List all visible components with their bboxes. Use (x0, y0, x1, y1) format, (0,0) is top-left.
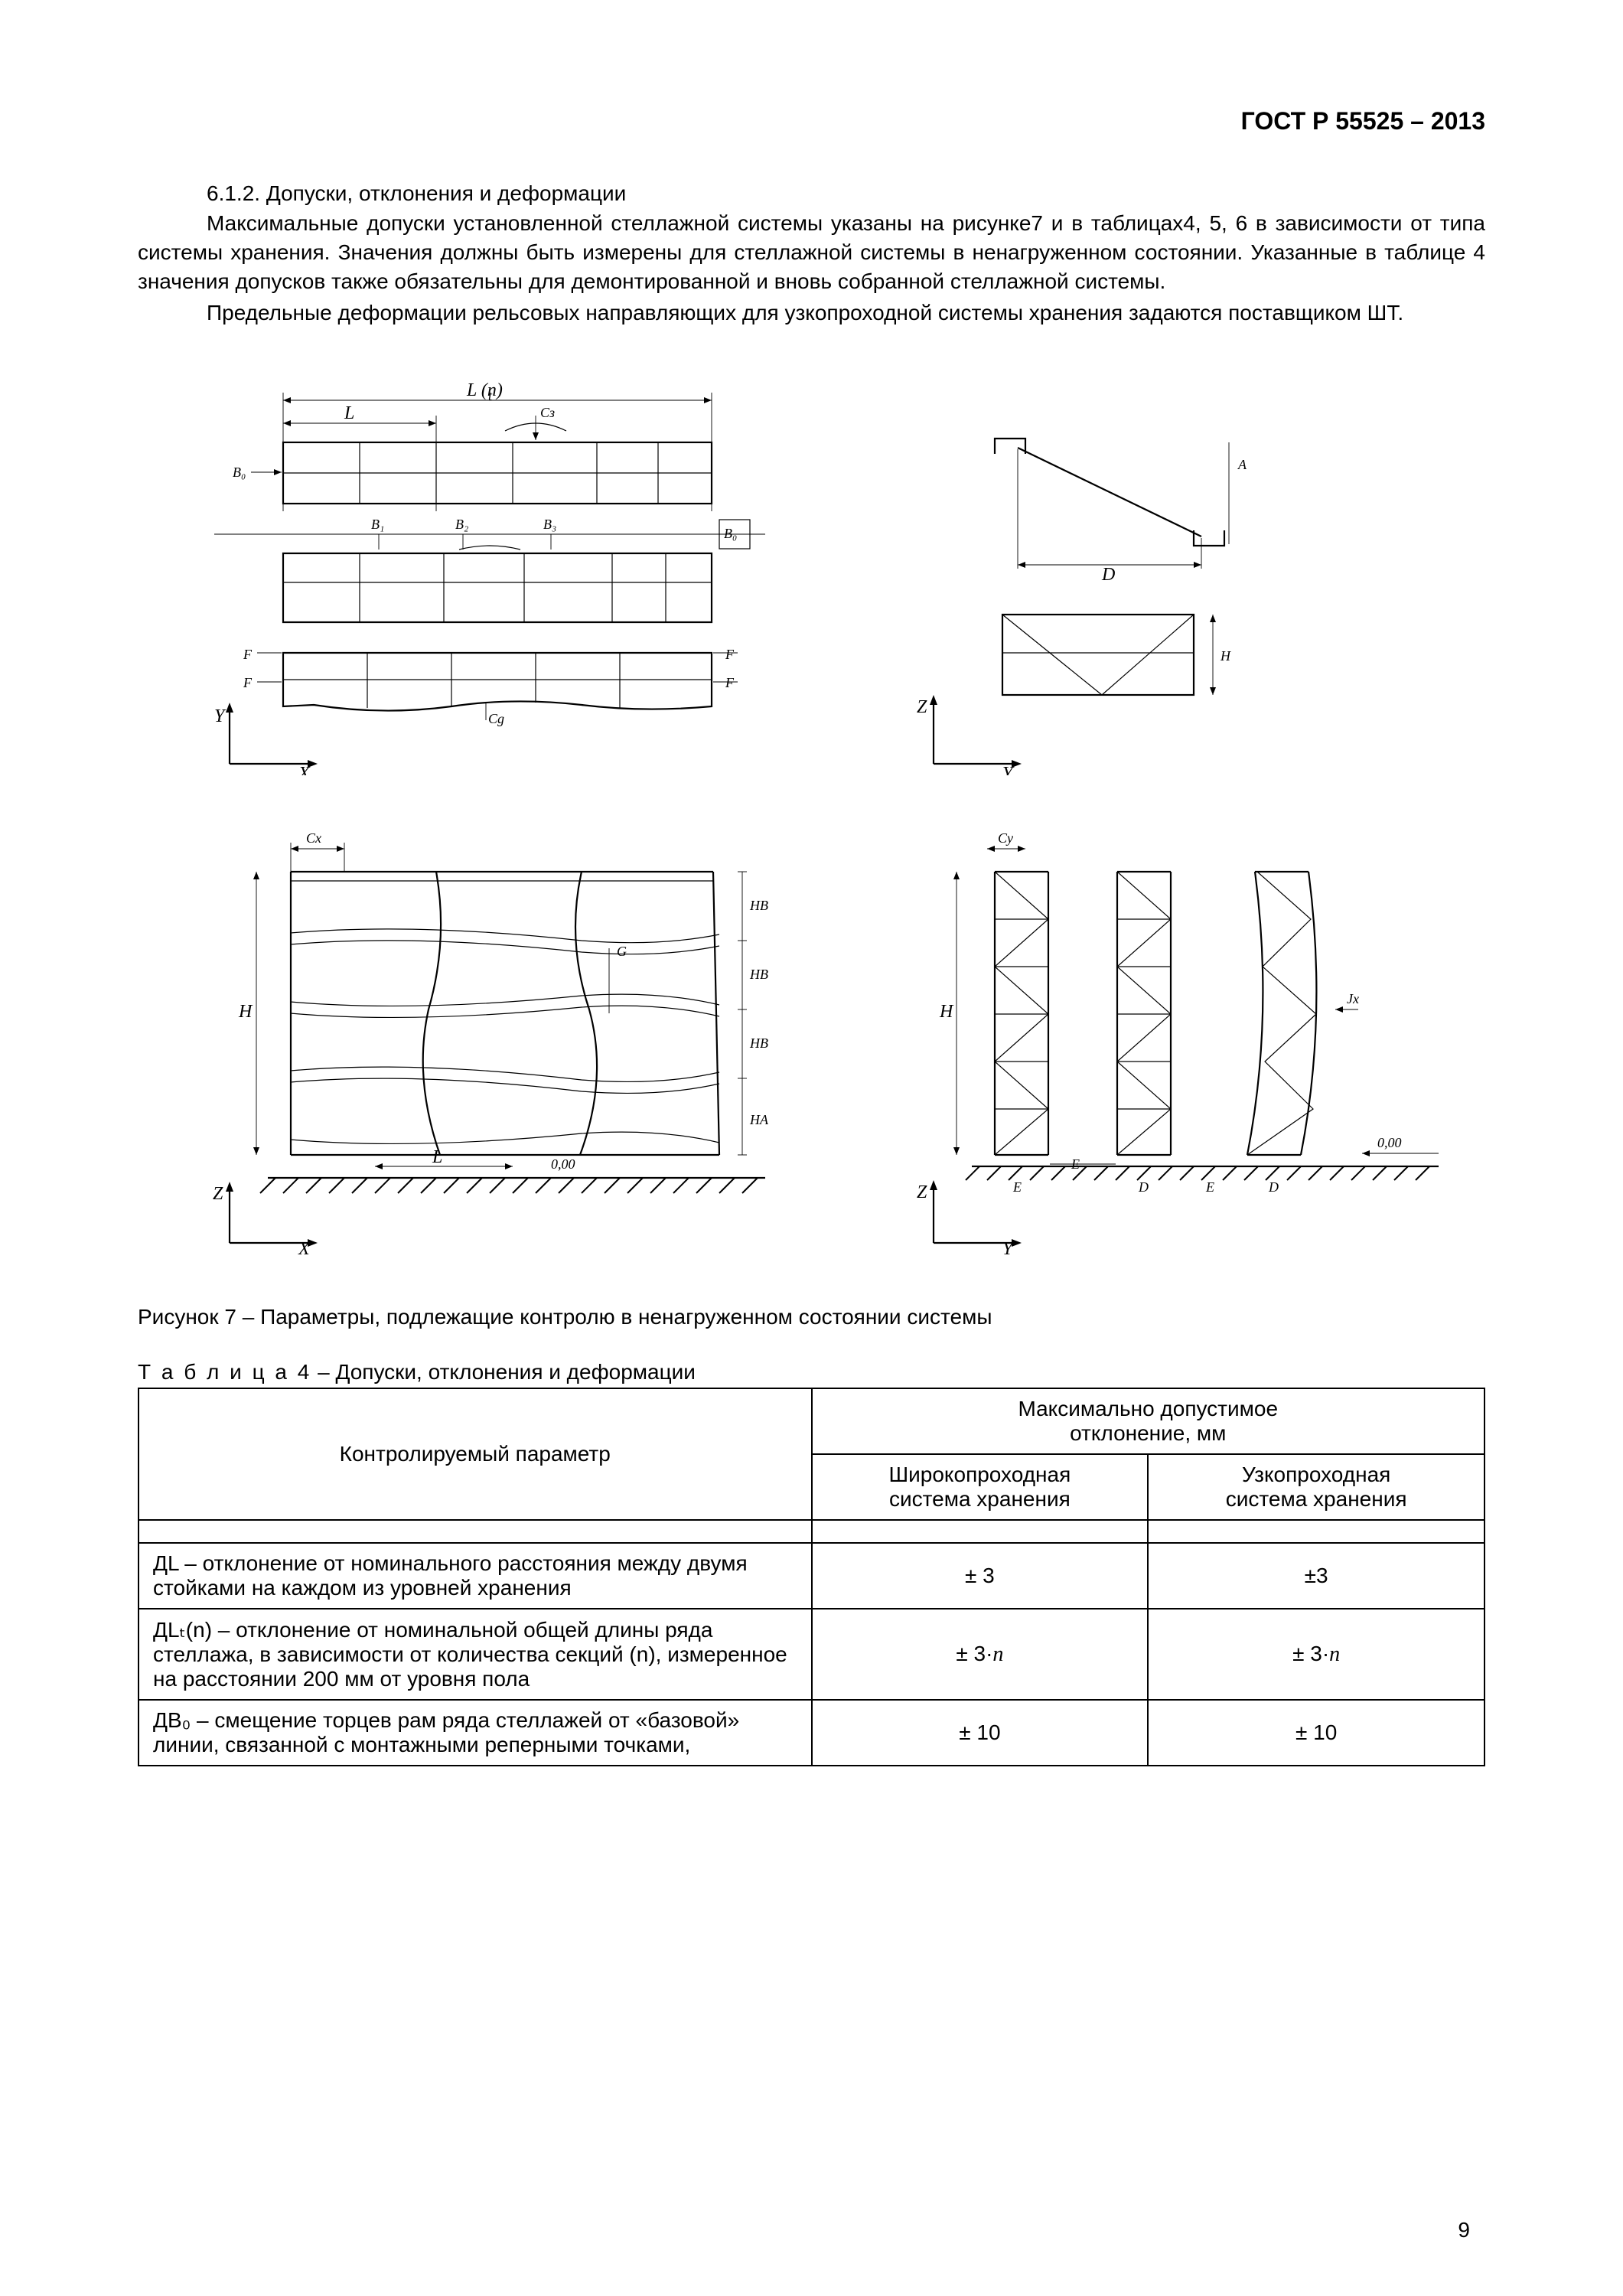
th-wide: Широкопроходная система хранения (812, 1454, 1149, 1520)
fig-elev-right: Cy H (888, 826, 1469, 1259)
label-B2: B₂ (455, 517, 468, 532)
figure-7: L (n) t L Cз (138, 377, 1485, 1259)
label-Cx: Cx (306, 830, 321, 846)
section-number-title: 6.1.2. Допуски, отклонения и деформации (138, 181, 1485, 206)
figure-caption: Рисунок 7 – Параметры, подлежащие контро… (138, 1305, 1485, 1329)
label-B0-right: B₀ (724, 526, 737, 541)
label-Cg: Cg (488, 711, 504, 726)
table-caption-num: Т а б л и ц а 4 (138, 1360, 311, 1384)
label-L-2: L (432, 1147, 442, 1167)
label-B3: B₃ (543, 517, 556, 532)
label-HA: HA (749, 1112, 769, 1127)
figure-row-2: Cx (138, 826, 1485, 1259)
fig-plan-left: L (n) t L Cз (184, 377, 796, 780)
label-B1: B₁ (371, 517, 384, 532)
fig-plan-right: A D (872, 377, 1362, 780)
label-E-3: E (1205, 1179, 1214, 1195)
label-F-rb: F (725, 675, 735, 690)
label-C3: Cз (540, 405, 555, 420)
th-param: Контролируемый параметр (139, 1388, 812, 1520)
axis-Y-1: Y (214, 706, 227, 726)
label-G: G (617, 944, 627, 959)
label-D-2: D (1138, 1179, 1149, 1195)
axis-X-1: X (298, 764, 311, 775)
label-D-1: D (1101, 565, 1115, 585)
tolerances-table: Контролируемый параметр Максимально допу… (138, 1388, 1485, 1766)
axis-Z-3: Z (917, 1182, 927, 1202)
label-Jx: Jx (1347, 991, 1359, 1006)
figure-row-1: L (n) t L Cз (138, 377, 1485, 780)
label-L: L (344, 403, 354, 423)
table-row: ДLₜ(n) – отклонение от номинальной общей… (139, 1609, 1484, 1700)
table-row: ДL – отклонение от номинального расстоян… (139, 1543, 1484, 1609)
axis-Z-2: Z (213, 1184, 223, 1204)
label-B0-left: B₀ (233, 465, 246, 480)
fig-elev-left: Cx (184, 826, 811, 1259)
label-A: A (1237, 457, 1247, 472)
label-H-3: H (939, 1002, 954, 1022)
label-HB-3: HB (749, 1035, 768, 1051)
page: ГОСТ Р 55525 – 2013 6.1.2. Допуски, откл… (0, 0, 1623, 2296)
label-E-2: E (1012, 1179, 1022, 1195)
label-HB-1: HB (749, 898, 768, 913)
label-HB-2: HB (749, 967, 768, 982)
th-narrow: Узкопроходная система хранения (1148, 1454, 1484, 1520)
table-row: ДВ₀ – смещение торцев рам ряда стеллажей… (139, 1700, 1484, 1766)
axis-X-2: X (298, 1239, 311, 1254)
paragraph-1: Максимальные допуски установленной стелл… (138, 209, 1485, 295)
label-H-1: H (1220, 648, 1231, 664)
table-caption: Т а б л и ц а 4 – Допуски, отклонения и … (138, 1360, 1485, 1384)
page-number: 9 (1458, 2218, 1470, 2242)
label-D-3: D (1268, 1179, 1279, 1195)
axis-Z-1: Z (917, 697, 927, 717)
label-F-lt: F (243, 647, 253, 662)
paragraph-2: Предельные деформации рельсовых направля… (138, 298, 1485, 328)
label-F-rt: F (725, 647, 735, 662)
th-max-dev: Максимально допустимое отклонение, мм (812, 1388, 1485, 1454)
label-Ltn: L (n) (466, 380, 503, 400)
label-H-2: H (238, 1002, 253, 1022)
label-zero-2: 0,00 (1377, 1135, 1402, 1150)
label-F-lb: F (243, 675, 253, 690)
table-caption-text: – Допуски, отклонения и деформации (311, 1360, 696, 1384)
label-Cy: Cy (998, 830, 1013, 846)
label-zero-1: 0,00 (551, 1156, 575, 1172)
standard-code: ГОСТ Р 55525 – 2013 (1241, 107, 1485, 135)
doc-header: ГОСТ Р 55525 – 2013 (138, 107, 1485, 135)
table-row (139, 1520, 1484, 1543)
